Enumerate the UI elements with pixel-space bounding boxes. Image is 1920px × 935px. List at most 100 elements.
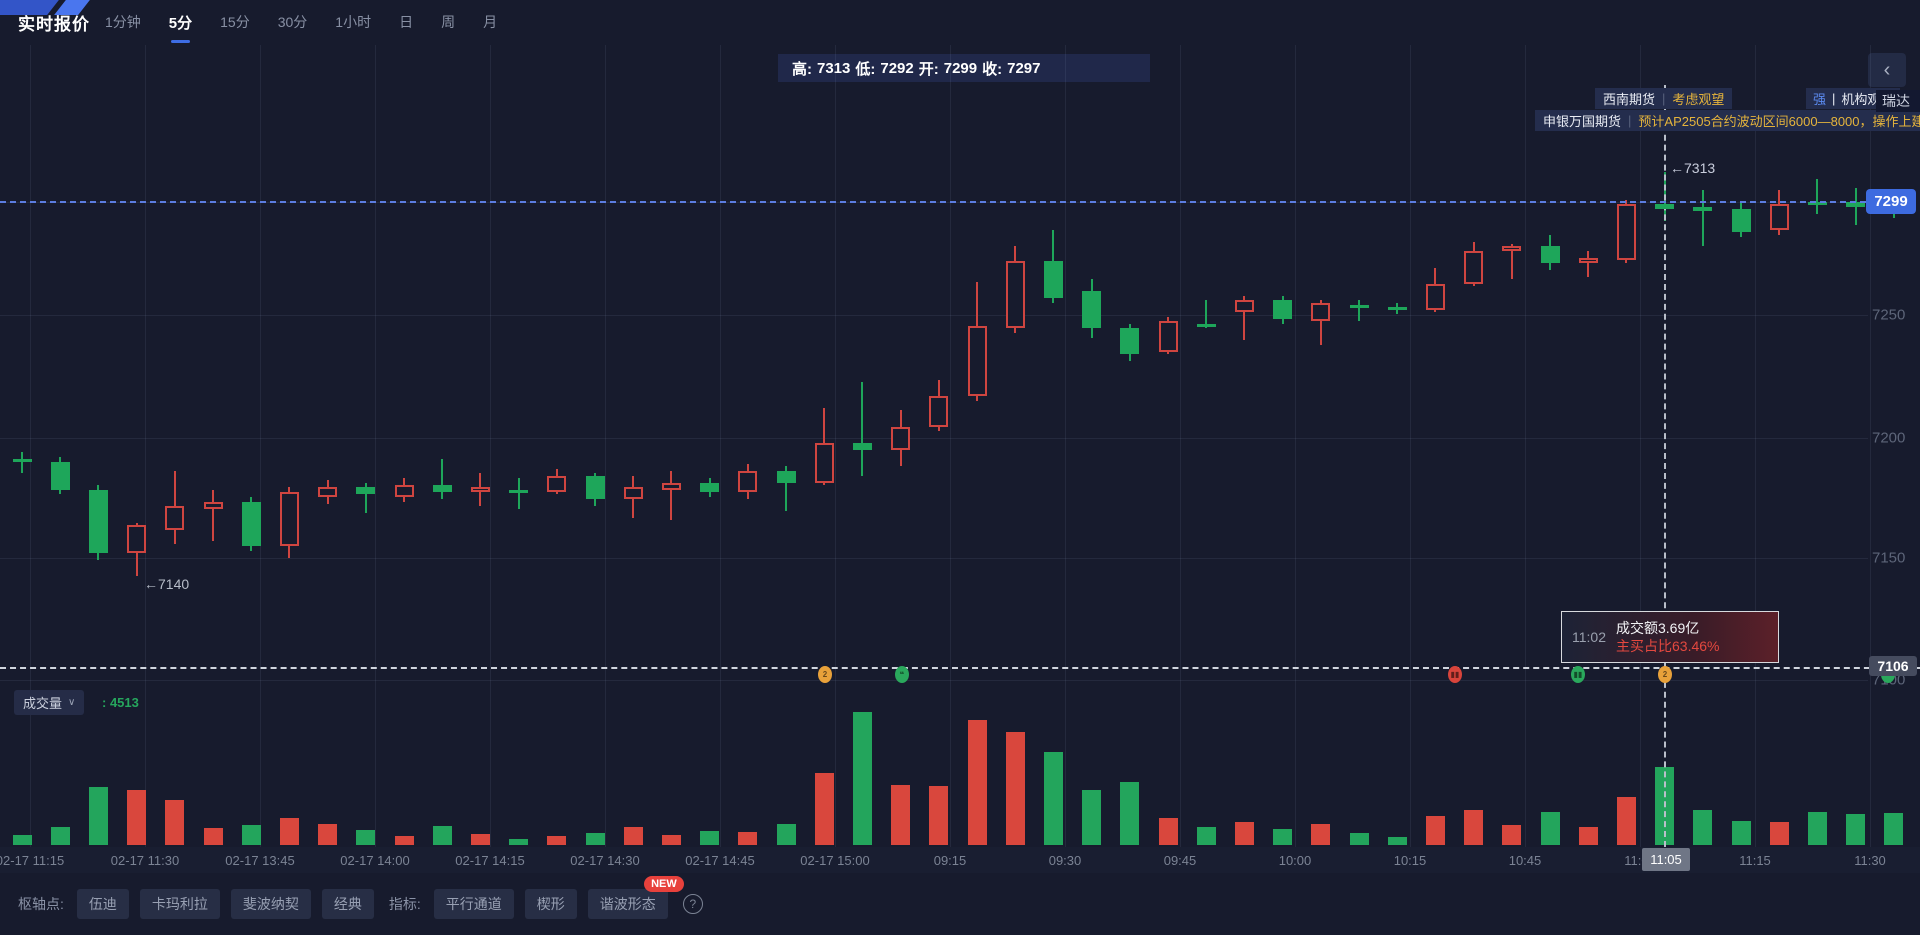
candle[interactable]	[1158, 321, 1178, 352]
candle[interactable]	[700, 482, 720, 493]
candle[interactable]	[776, 471, 796, 483]
candle[interactable]	[852, 443, 872, 451]
candle[interactable]	[585, 475, 605, 500]
volume-bar[interactable]	[852, 712, 872, 845]
volume-bar[interactable]	[318, 823, 338, 845]
candle[interactable]	[1807, 202, 1827, 205]
indicator-button-楔形[interactable]: 楔形	[524, 889, 577, 919]
pivot-button-伍迪[interactable]: 伍迪	[76, 889, 129, 919]
news-row-2[interactable]: 申银万国期货 | 预计AP2505合约波动区间6000—8000，操作上建议	[1535, 110, 1920, 131]
candle[interactable]	[1846, 202, 1866, 207]
candle[interactable]	[738, 471, 758, 493]
volume-bar[interactable]	[394, 836, 414, 845]
indicator-button-平行通道[interactable]: 平行通道	[433, 889, 514, 919]
candle[interactable]	[1311, 302, 1331, 322]
coin-icon[interactable]: 2	[1658, 666, 1672, 683]
volume-bar[interactable]	[1807, 812, 1827, 845]
candle[interactable]	[509, 489, 529, 493]
volume-indicator-dropdown[interactable]: 成交量 ∨	[14, 690, 85, 715]
volume-bar[interactable]	[776, 823, 796, 845]
candle[interactable]	[1464, 251, 1484, 284]
tab-15分[interactable]: 15分	[220, 14, 250, 30]
candle[interactable]	[1769, 204, 1789, 231]
candle[interactable]	[547, 475, 567, 493]
volume-bar[interactable]	[1769, 822, 1789, 845]
volume-bar[interactable]	[929, 785, 949, 845]
volume-bar[interactable]	[1234, 822, 1254, 845]
volume-bar[interactable]	[241, 824, 261, 845]
candle[interactable]	[203, 501, 223, 509]
volume-bar[interactable]	[509, 838, 529, 845]
candle[interactable]	[1655, 204, 1675, 209]
candle[interactable]	[1387, 307, 1407, 311]
volume-bar[interactable]	[1043, 751, 1063, 845]
volume-bar[interactable]	[661, 834, 681, 845]
candle[interactable]	[12, 459, 32, 463]
candle[interactable]	[165, 506, 185, 530]
volume-bar[interactable]	[1273, 828, 1293, 845]
volume-bar[interactable]	[1502, 824, 1522, 845]
volume-bar[interactable]	[432, 826, 452, 845]
volume-bar[interactable]	[585, 832, 605, 845]
candle[interactable]	[50, 461, 70, 490]
volume-bar[interactable]	[1120, 781, 1140, 845]
volume-bar[interactable]	[814, 772, 834, 845]
candle[interactable]	[1120, 328, 1140, 355]
candle[interactable]	[1043, 260, 1063, 298]
candle[interactable]	[88, 489, 108, 553]
volume-bar[interactable]	[967, 719, 987, 845]
indicator-button-谐波形态[interactable]: 谐波形态 NEW	[587, 876, 684, 919]
pivot-button-经典[interactable]: 经典	[321, 889, 374, 919]
volume-bar[interactable]	[1884, 812, 1904, 845]
volume-bar[interactable]	[1387, 837, 1407, 845]
volume-bar[interactable]	[1846, 813, 1866, 845]
tab-5分[interactable]: 5分	[169, 12, 192, 43]
tab-1小时[interactable]: 1小时	[335, 14, 372, 30]
volume-bar[interactable]	[1349, 832, 1369, 845]
candle[interactable]	[318, 487, 338, 497]
help-icon[interactable]: ?	[682, 894, 703, 914]
candle[interactable]	[432, 485, 452, 493]
candle[interactable]	[1349, 304, 1369, 308]
tab-日[interactable]: 日	[399, 14, 414, 30]
candle[interactable]	[1234, 300, 1254, 312]
candle[interactable]	[814, 443, 834, 483]
volume-bar[interactable]	[1082, 789, 1102, 845]
candle[interactable]	[394, 485, 414, 497]
collapse-panel-button[interactable]: ‹	[1868, 53, 1906, 87]
volume-bar[interactable]	[738, 832, 758, 845]
candle[interactable]	[1616, 204, 1636, 261]
volume-bar[interactable]	[1196, 827, 1216, 845]
candle[interactable]	[241, 501, 261, 546]
tab-周[interactable]: 周	[441, 14, 456, 30]
pivot-button-卡玛利拉[interactable]: 卡玛利拉	[139, 889, 220, 919]
volume-bar[interactable]	[1731, 820, 1751, 845]
tab-月[interactable]: 月	[483, 14, 498, 30]
candle[interactable]	[891, 426, 911, 451]
tab-30分[interactable]: 30分	[277, 14, 308, 30]
candle[interactable]	[1425, 283, 1445, 310]
coin-icon[interactable]: 2	[818, 666, 832, 683]
bars-icon[interactable]: ▮▮	[1448, 666, 1462, 683]
sprout-icon[interactable]: ❝	[895, 666, 909, 683]
candle[interactable]	[661, 482, 681, 490]
tab-1分钟[interactable]: 1分钟	[105, 14, 141, 30]
candle[interactable]	[1005, 260, 1025, 329]
volume-bar[interactable]	[700, 831, 720, 845]
volume-bar[interactable]	[1540, 812, 1560, 845]
volume-bar[interactable]	[1158, 817, 1178, 845]
volume-bar[interactable]	[1616, 796, 1636, 845]
candle[interactable]	[356, 487, 376, 495]
candle[interactable]	[127, 524, 147, 553]
candle[interactable]	[1502, 246, 1522, 252]
volume-bar[interactable]	[623, 827, 643, 845]
volume-bar[interactable]	[1464, 809, 1484, 845]
candle[interactable]	[967, 326, 987, 397]
candle[interactable]	[1578, 258, 1598, 263]
news-row-1[interactable]: 西南期货 | 考虑观望	[1595, 88, 1733, 109]
candle[interactable]	[279, 492, 299, 546]
volume-bar[interactable]	[356, 829, 376, 845]
volume-bar[interactable]	[50, 827, 70, 845]
institution-overlay[interactable]: 瑞达	[1876, 90, 1920, 112]
